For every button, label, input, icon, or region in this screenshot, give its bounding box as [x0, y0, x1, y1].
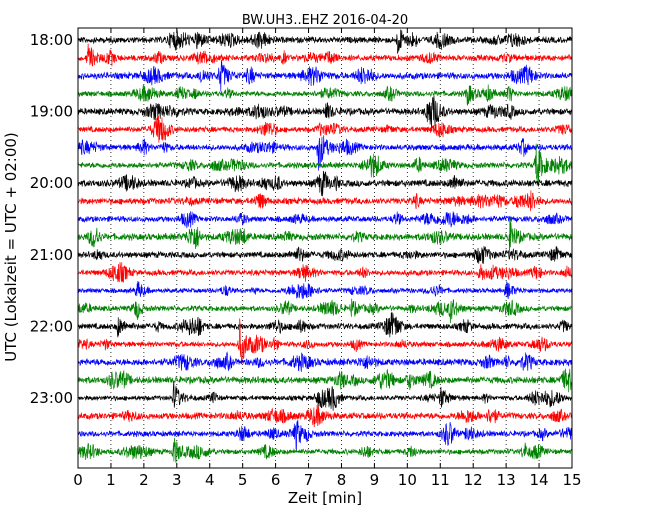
x-tick-label: 10 [398, 471, 417, 489]
x-tick-label: 8 [337, 471, 347, 489]
x-tick-label: 14 [530, 471, 549, 489]
seismic-trace-2245 [77, 368, 573, 393]
y-tick-label: 20:00 [30, 174, 73, 192]
x-tick-label: 6 [271, 471, 281, 489]
x-tick-label: 11 [431, 471, 450, 489]
seismic-trace-2345 [77, 437, 573, 464]
seismic-trace-2115 [77, 262, 573, 284]
y-tick-label: 18:00 [30, 31, 73, 49]
x-tick-label: 2 [139, 471, 149, 489]
seismic-trace-1900 [77, 95, 573, 130]
x-tick-label: 13 [497, 471, 516, 489]
y-tick-label: 23:00 [30, 389, 73, 407]
y-tick-label: 21:00 [30, 246, 73, 264]
seismic-trace-1845 [77, 84, 573, 107]
seismic-trace-2100 [77, 245, 573, 264]
y-axis-ticks: 18:00 19:00 20:00 21:00 22:00 23:00 [30, 31, 572, 407]
x-tick-label: 15 [562, 471, 581, 489]
seismic-traces [77, 29, 573, 464]
y-tick-label: 19:00 [30, 103, 73, 121]
seismic-trace-2300 [77, 381, 573, 411]
seismic-trace-2015 [77, 190, 573, 212]
seismic-trace-1945 [77, 143, 573, 184]
seismic-trace-2230 [77, 351, 573, 372]
plot-frame [77, 27, 573, 469]
x-tick-label: 12 [464, 471, 483, 489]
seismic-trace-2315 [77, 403, 573, 428]
seismic-trace-2200 [77, 312, 573, 338]
seismic-trace-2330 [77, 419, 573, 451]
y-axis-label: UTC (Lokalzeit = UTC + 02:00) [2, 132, 20, 362]
x-tick-label: 3 [172, 471, 182, 489]
seismic-trace-1930 [77, 135, 573, 171]
seismic-trace-2215 [77, 318, 573, 365]
x-axis-label: Zeit [min] [288, 489, 362, 507]
x-tick-label: 5 [238, 471, 248, 489]
x-tick-label: 7 [304, 471, 314, 489]
x-tick-label: 1 [106, 471, 116, 489]
seismic-trace-1800 [77, 29, 573, 55]
seismic-trace-2145 [77, 298, 573, 324]
seismic-trace-2030 [77, 211, 573, 229]
x-tick-label: 0 [73, 471, 83, 489]
seismic-trace-2000 [77, 170, 573, 197]
seismic-trace-1830 [77, 59, 573, 92]
chart-title: BW.UH3..EHZ 2016-04-20 [242, 13, 408, 28]
y-tick-label: 22:00 [30, 317, 73, 335]
seismic-trace-1915 [77, 115, 573, 143]
seismic-trace-2130 [77, 280, 573, 300]
x-axis-ticks: 0 1 2 3 4 5 6 7 8 9 10 11 12 13 14 15 [73, 28, 582, 489]
x-tick-label: 9 [370, 471, 380, 489]
seismic-trace-1815 [77, 43, 573, 67]
x-tick-label: 4 [205, 471, 215, 489]
seismic-trace-2045 [77, 217, 573, 257]
grid-lines [110, 28, 540, 468]
